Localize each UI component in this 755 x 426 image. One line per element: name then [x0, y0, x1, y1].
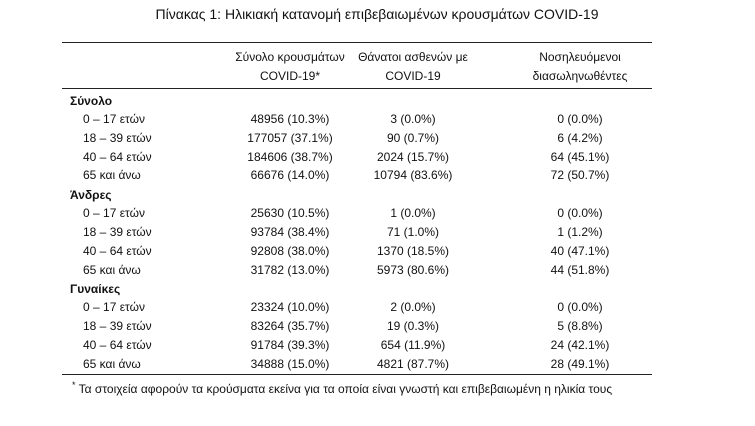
cell: 4821 (87.7%): [376, 356, 450, 371]
cell: 654 (11.9%): [380, 338, 446, 352]
cell: 91784 (39.3%): [250, 338, 330, 352]
bottom-rule: [62, 374, 652, 375]
cell: 83264 (35.7%): [250, 319, 330, 334]
cell: 2024 (15.7%): [376, 149, 450, 164]
cell: 25630 (10.5%): [250, 206, 330, 221]
column-header: Θάνατοι ασθενών με: [358, 50, 468, 64]
row-label: 18 – 39 ετών: [83, 130, 152, 145]
cell: 92808 (38.0%): [250, 243, 330, 258]
cell: 1370 (18.5%): [376, 243, 450, 258]
cell: 31782 (13.0%): [250, 262, 330, 277]
column-header: COVID-19*: [259, 69, 321, 83]
cell: 0 (0.0%): [557, 300, 603, 315]
row-label: 40 – 64 ετών: [83, 149, 152, 164]
cell: 34888 (15.0%): [250, 356, 330, 371]
cell: 64 (45.1%): [550, 149, 610, 164]
footnote-mark: *: [72, 380, 76, 390]
header-rule: [62, 88, 652, 89]
cell: 177057 (37.1%): [247, 130, 333, 145]
group-label: Άνδρες: [70, 188, 112, 203]
title: Πίνακας 1: Ηλικιακή κατανομή επιβεβαιωμέ…: [155, 6, 599, 22]
row-label: 40 – 64 ετών: [83, 243, 152, 258]
column-header: COVID-19: [385, 69, 441, 83]
group-label: Γυναίκες: [70, 282, 121, 297]
cell: 66676 (14.0%): [250, 168, 330, 183]
row-label: 65 και άνω: [83, 168, 141, 183]
row-label: 18 – 39 ετών: [83, 319, 152, 334]
column-header: διασωληνωθέντες: [532, 69, 628, 83]
cell: 90 (0.7%): [386, 130, 440, 145]
cell: 10794 (83.6%): [373, 168, 453, 183]
column-header: Νοσηλευόμενοι: [539, 50, 621, 64]
cell: 93784 (38.4%): [250, 225, 330, 239]
cell: 0 (0.0%): [557, 206, 603, 221]
cell: 40 (47.1%): [550, 243, 610, 258]
cell: 71 (1.0%): [386, 225, 440, 239]
cell: 44 (51.8%): [550, 262, 610, 277]
row-label: 65 και άνω: [83, 262, 141, 277]
row-label: 0 – 17 ετών: [83, 206, 145, 221]
cell: 6 (4.2%): [557, 130, 603, 145]
cell: 0 (0.0%): [557, 112, 603, 126]
row-label: 40 – 64 ετών: [83, 338, 152, 352]
column-header: Σύνολο κρουσμάτων: [235, 50, 345, 64]
footnote: * Τα στοιχεία αφορούν τα κρούσματα εκείν…: [72, 378, 612, 396]
cell: 2 (0.0%): [390, 300, 436, 315]
cell: 1 (0.0%): [390, 206, 436, 221]
cell: 5 (8.8%): [557, 319, 603, 334]
row-label: 65 και άνω: [83, 356, 141, 371]
cell: 28 (49.1%): [550, 356, 610, 371]
group-label: Σύνολο: [70, 94, 113, 108]
cell: 24 (42.1%): [550, 338, 610, 352]
cell: 3 (0.0%): [390, 112, 436, 126]
top-rule: [62, 42, 652, 43]
cell: 72 (50.7%): [550, 168, 610, 183]
cell: 5973 (80.6%): [376, 262, 450, 277]
cell: 48956 (10.3%): [250, 112, 330, 126]
row-label: 0 – 17 ετών: [83, 300, 145, 315]
row-label: 18 – 39 ετών: [83, 225, 152, 239]
cell: 184606 (38.7%): [247, 149, 333, 164]
footnote-text: Τα στοιχεία αφορούν τα κρούσματα εκείνα …: [78, 382, 613, 396]
cell: 1 (1.2%): [557, 225, 603, 239]
row-label: 0 – 17 ετών: [83, 112, 145, 126]
cell: 19 (0.3%): [386, 319, 440, 334]
cell: 23324 (10.0%): [250, 300, 330, 315]
